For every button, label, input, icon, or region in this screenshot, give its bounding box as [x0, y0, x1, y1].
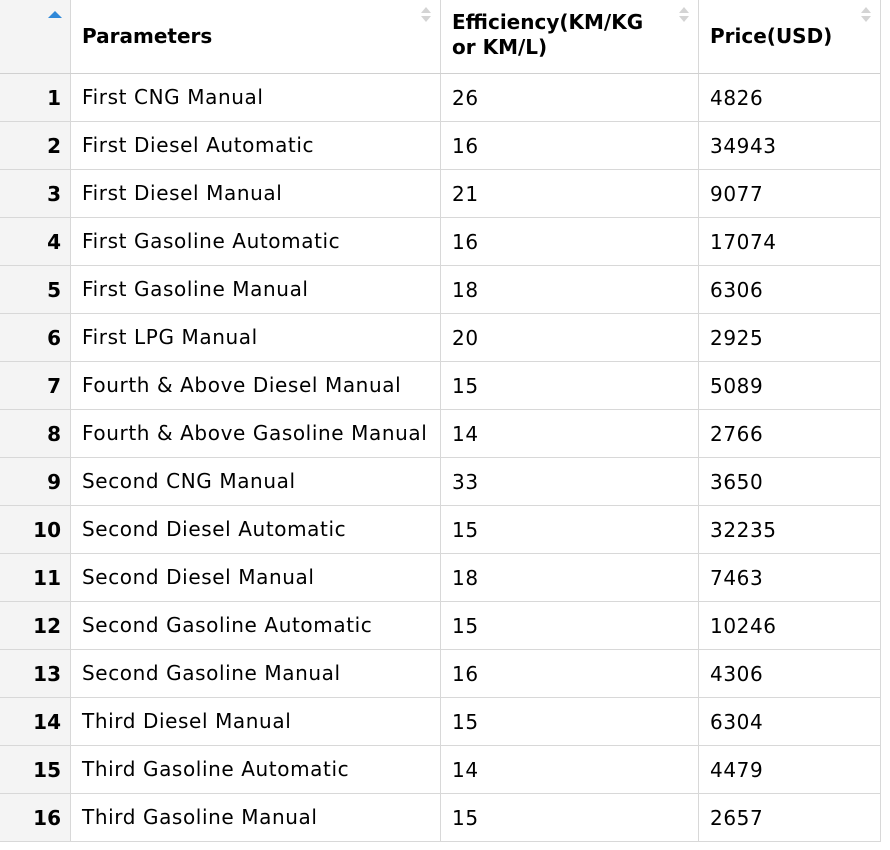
cell-price: 2657: [710, 805, 764, 830]
cell-parameters: Second Diesel Automatic: [71, 506, 441, 553]
cell-parameters: First LPG Manual: [71, 314, 441, 361]
cell-efficiency: 15: [441, 602, 699, 649]
cell-price: 4306: [710, 661, 764, 686]
column-header-label: Parameters: [82, 24, 213, 48]
row-index: 13: [0, 650, 71, 697]
header-line: Efficiency(KM/KG: [452, 10, 644, 34]
table-body: 1 First CNG Manual 26 4826 2 First Diesel Aut…: [0, 74, 880, 842]
cell-price: 34943: [710, 133, 777, 158]
cell-parameters: Third Diesel Manual: [71, 698, 441, 745]
cell-efficiency: 14: [441, 746, 699, 793]
row-index: 3: [0, 170, 71, 217]
table-row[interactable]: 11 Second Diesel Manual 18 7463: [0, 554, 880, 602]
column-header-efficiency[interactable]: Efficiency(KM/KG or KM/L): [441, 0, 699, 73]
column-header-label: Efficiency(KM/KG or KM/L): [452, 10, 643, 60]
table-row[interactable]: 2 First Diesel Automatic 16 34943: [0, 122, 880, 170]
table-row[interactable]: 8 Fourth & Above Gasoline Manual 14 2766: [0, 410, 880, 458]
row-index: 1: [0, 74, 71, 121]
column-header-parameters[interactable]: Parameters: [71, 0, 441, 73]
cell-parameters: Second Gasoline Automatic: [71, 602, 441, 649]
column-header-index[interactable]: [0, 0, 71, 73]
cell-price: 2925: [710, 325, 764, 350]
table-row[interactable]: 12 Second Gasoline Automatic 15 10246: [0, 602, 880, 650]
cell-parameters: First Diesel Manual: [71, 170, 441, 217]
table-row[interactable]: 14 Third Diesel Manual 15 6304: [0, 698, 880, 746]
cell-parameters: Fourth & Above Diesel Manual: [71, 362, 441, 409]
row-index: 12: [0, 602, 71, 649]
cell-parameters: Third Gasoline Manual: [71, 794, 441, 841]
cell-price: 7463: [710, 565, 764, 590]
cell-efficiency: 20: [441, 314, 699, 361]
cell-price: 4826: [710, 85, 764, 110]
table-header: Parameters Efficiency(KM/KG or KM/L) Pri…: [0, 0, 880, 74]
cell-efficiency: 26: [441, 74, 699, 121]
table-row[interactable]: 13 Second Gasoline Manual 16 4306: [0, 650, 880, 698]
sort-toggle-icon[interactable]: [421, 7, 431, 27]
row-index: 14: [0, 698, 71, 745]
cell-price: 17074: [710, 229, 777, 254]
cell-price: 9077: [710, 181, 764, 206]
table-row[interactable]: 7 Fourth & Above Diesel Manual 15 5089: [0, 362, 880, 410]
sort-ascending-icon[interactable]: [48, 11, 62, 18]
cell-efficiency: 15: [441, 362, 699, 409]
cell-efficiency: 15: [441, 794, 699, 841]
row-index: 15: [0, 746, 71, 793]
row-index: 5: [0, 266, 71, 313]
row-index: 6: [0, 314, 71, 361]
cell-price: 10246: [710, 613, 777, 638]
row-index: 2: [0, 122, 71, 169]
header-line: or KM/L): [452, 35, 548, 59]
sort-toggle-icon[interactable]: [679, 7, 689, 27]
cell-parameters: Second Gasoline Manual: [71, 650, 441, 697]
table-row[interactable]: 5 First Gasoline Manual 18 6306: [0, 266, 880, 314]
row-index: 16: [0, 794, 71, 841]
row-index: 8: [0, 410, 71, 457]
cell-parameters: Third Gasoline Automatic: [71, 746, 441, 793]
cell-efficiency: 14: [441, 410, 699, 457]
table-row[interactable]: 1 First CNG Manual 26 4826: [0, 74, 880, 122]
row-index: 4: [0, 218, 71, 265]
table-row[interactable]: 6 First LPG Manual 20 2925: [0, 314, 880, 362]
cell-price: 32235: [710, 517, 777, 542]
cell-parameters: First Gasoline Manual: [71, 266, 441, 313]
column-header-price[interactable]: Price(USD): [699, 0, 880, 73]
cell-price: 6306: [710, 277, 764, 302]
sort-toggle-icon[interactable]: [861, 7, 871, 27]
cell-efficiency: 18: [441, 554, 699, 601]
cell-efficiency: 15: [441, 506, 699, 553]
table-row[interactable]: 3 First Diesel Manual 21 9077: [0, 170, 880, 218]
cell-price: 3650: [710, 469, 764, 494]
cell-efficiency: 18: [441, 266, 699, 313]
row-index: 10: [0, 506, 71, 553]
table-row[interactable]: 10 Second Diesel Automatic 15 32235: [0, 506, 880, 554]
column-header-label: Price(USD): [710, 24, 833, 48]
cell-efficiency: 16: [441, 650, 699, 697]
cell-parameters: First Diesel Automatic: [71, 122, 441, 169]
cell-parameters: First CNG Manual: [71, 74, 441, 121]
table-row[interactable]: 4 First Gasoline Automatic 16 17074: [0, 218, 880, 266]
cell-parameters: First Gasoline Automatic: [71, 218, 441, 265]
table-row[interactable]: 9 Second CNG Manual 33 3650: [0, 458, 880, 506]
row-index: 9: [0, 458, 71, 505]
cell-parameters: Second CNG Manual: [71, 458, 441, 505]
cell-parameters: Second Diesel Manual: [71, 554, 441, 601]
cell-efficiency: 16: [441, 218, 699, 265]
row-index: 11: [0, 554, 71, 601]
cell-efficiency: 16: [441, 122, 699, 169]
cell-efficiency: 21: [441, 170, 699, 217]
table-row[interactable]: 15 Third Gasoline Automatic 14 4479: [0, 746, 880, 794]
cell-parameters: Fourth & Above Gasoline Manual: [71, 410, 441, 457]
row-index: 7: [0, 362, 71, 409]
cell-efficiency: 15: [441, 698, 699, 745]
cell-price: 2766: [710, 421, 764, 446]
table-row[interactable]: 16 Third Gasoline Manual 15 2657: [0, 794, 880, 842]
cell-efficiency: 33: [441, 458, 699, 505]
cell-price: 4479: [710, 757, 764, 782]
cell-price: 6304: [710, 709, 764, 734]
cell-price: 5089: [710, 373, 764, 398]
